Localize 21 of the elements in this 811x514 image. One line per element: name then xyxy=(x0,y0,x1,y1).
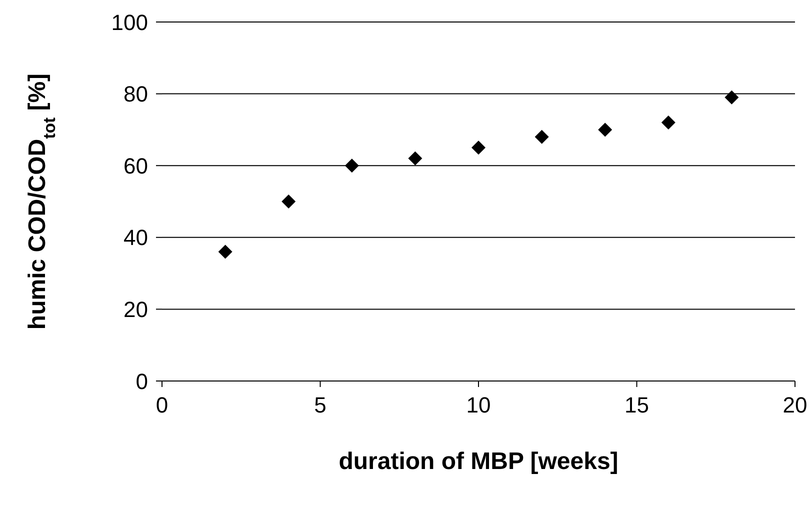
point xyxy=(661,116,676,130)
point xyxy=(218,244,232,259)
y-tick-label: 100 xyxy=(111,10,148,35)
x-tick-label: 10 xyxy=(466,392,491,418)
point xyxy=(598,122,612,137)
point xyxy=(344,158,359,173)
y-tick-label: 0 xyxy=(136,368,148,394)
y-tick-label: 20 xyxy=(124,297,148,322)
y-tick-label: 40 xyxy=(124,225,148,250)
x-tick-label: 20 xyxy=(782,392,808,418)
x-tick-label: 0 xyxy=(156,392,168,418)
point xyxy=(408,151,422,166)
y-tick-label: 60 xyxy=(124,153,148,178)
x-tick-label: 15 xyxy=(624,392,649,418)
point xyxy=(282,194,296,208)
y-tick-label: 80 xyxy=(124,82,148,107)
x-tick-label: 5 xyxy=(314,392,326,418)
point xyxy=(534,130,549,144)
point xyxy=(472,140,486,155)
point xyxy=(724,90,739,104)
x-axis-title: duration of MBP [weeks] xyxy=(338,448,618,475)
